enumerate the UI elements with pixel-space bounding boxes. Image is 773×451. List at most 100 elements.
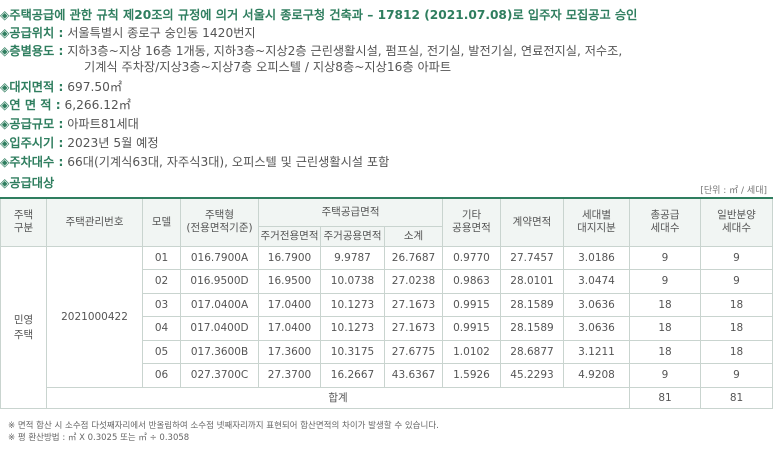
private-area-cell: 16.7900 bbox=[258, 245, 321, 270]
info-move-in: ◈입주시기 : 2023년 5월 예정 bbox=[0, 134, 159, 152]
general-units-sum: 81 bbox=[700, 386, 773, 409]
model-cell: 02 bbox=[142, 269, 181, 294]
other-common-area-cell: 0.9770 bbox=[442, 245, 501, 270]
common-area-cell: 10.3175 bbox=[320, 339, 385, 364]
diamond-bullet-icon: ◈ bbox=[0, 136, 10, 150]
header-supply-area: 주택공급면적 bbox=[258, 197, 443, 227]
info-supply-scale: ◈공급규모 : 아파트81세대 bbox=[0, 115, 139, 133]
housing-type-cell: 016.7900A bbox=[180, 245, 259, 270]
general-units-cell: 9 bbox=[700, 245, 773, 270]
total-units-cell: 9 bbox=[629, 245, 701, 270]
diamond-bullet-icon: ◈ bbox=[0, 155, 10, 169]
subtotal-cell: 27.1673 bbox=[384, 316, 443, 341]
other-common-area-cell: 1.0102 bbox=[442, 339, 501, 364]
land-share-cell: 3.0636 bbox=[563, 316, 630, 341]
info-location: ◈공급위치 : 서울특별시 종로구 숭인동 1420번지 bbox=[0, 24, 256, 42]
supply-table: 주택 구분 주택관리번호 모델 주택형 (전용면적기준) 주택공급면적 기타 공… bbox=[0, 197, 773, 409]
model-cell: 01 bbox=[142, 245, 181, 270]
info-usage: ◈층별용도 : 지하3층~지상 16층 1개동, 지하3층~지상2층 근린생활시… bbox=[0, 42, 622, 60]
table-row: 02 016.9500D 16.9500 10.0738 27.0238 0.9863 28… bbox=[1, 269, 773, 294]
private-area-cell: 16.9500 bbox=[258, 269, 321, 294]
total-row: 합계 81 81 bbox=[1, 386, 773, 409]
header-private-area: 주거전용면적 bbox=[258, 225, 321, 247]
total-units-cell: 18 bbox=[629, 316, 701, 341]
land-share-cell: 3.0474 bbox=[563, 269, 630, 294]
common-area-cell: 10.1273 bbox=[320, 316, 385, 341]
total-label: 합계 bbox=[46, 386, 630, 409]
info-label: 연 면 적 : bbox=[9, 98, 61, 112]
model-cell: 04 bbox=[142, 316, 181, 341]
diamond-bullet-icon: ◈ bbox=[0, 80, 10, 94]
contract-area-cell: 27.7457 bbox=[500, 245, 564, 270]
header-general-units: 일반분양 세대수 bbox=[700, 197, 773, 247]
total-units-cell: 9 bbox=[629, 269, 701, 294]
private-area-cell: 17.0400 bbox=[258, 292, 321, 317]
info-label: 층별용도 : bbox=[9, 44, 64, 58]
general-units-cell: 18 bbox=[700, 316, 773, 341]
header-management-number: 주택관리번호 bbox=[46, 197, 143, 247]
land-share-cell: 3.0636 bbox=[563, 292, 630, 317]
table-row: 03 017.0400A 17.0400 10.1273 27.1673 0.9915 28… bbox=[1, 292, 773, 317]
table-row: 민영 주택 2021000422 01 016.7900A 16.7900 9.9787 2… bbox=[0, 245, 773, 409]
diamond-bullet-icon: ◈ bbox=[0, 176, 10, 190]
approval-header: ◈주택공급에 관한 규칙 제20조의 규정에 의거 서울시 종로구청 건축과 –… bbox=[0, 6, 637, 24]
common-area-cell: 10.1273 bbox=[320, 292, 385, 317]
header-total-units: 총공급 세대수 bbox=[629, 197, 701, 247]
info-value: 기계식 주차장/지상3층~지상7층 오피스텔 / 지상8층~지상16층 아파트 bbox=[84, 60, 452, 74]
private-area-cell: 27.3700 bbox=[258, 363, 321, 388]
info-value: 지하3층~지상 16층 1개동, 지하3층~지상2층 근린생활시설, 펌프실, … bbox=[67, 44, 623, 58]
unit-note: [단위 : ㎡ / 세대] bbox=[700, 186, 767, 196]
housing-type-cell: 027.3700C bbox=[180, 363, 259, 388]
subtotal-cell: 27.1673 bbox=[384, 292, 443, 317]
info-value: 66대(기계식63대, 자주식3대), 오피스텔 및 근린생활시설 포함 bbox=[67, 155, 390, 169]
header-housing-category: 주택 구분 bbox=[0, 197, 47, 247]
info-label: 주차대수 : bbox=[9, 155, 64, 169]
approval-header-text: 주택공급에 관한 규칙 제20조의 규정에 의거 서울시 종로구청 건축과 – … bbox=[9, 8, 638, 22]
footnote: ※ 면적 합산 시 소수점 다섯째자리에서 반올림하여 소수점 넷째자리까지 표… bbox=[8, 421, 439, 431]
contract-area-cell: 28.1589 bbox=[500, 292, 564, 317]
general-units-cell: 9 bbox=[700, 363, 773, 388]
diamond-bullet-icon: ◈ bbox=[0, 8, 10, 22]
supply-target-title: ◈공급대상 bbox=[0, 174, 54, 192]
housing-type-cell: 017.0400A bbox=[180, 292, 259, 317]
total-units-sum: 81 bbox=[629, 386, 701, 409]
info-label: 공급규모 : bbox=[9, 117, 64, 131]
model-cell: 03 bbox=[142, 292, 181, 317]
info-usage-continued: 기계식 주차장/지상3층~지상7층 오피스텔 / 지상8층~지상16층 아파트 bbox=[84, 58, 451, 76]
total-units-cell: 18 bbox=[629, 292, 701, 317]
section-title: 공급대상 bbox=[9, 176, 55, 190]
table-row: 06 027.3700C 27.3700 16.2667 43.6367 1.5926 45… bbox=[1, 363, 773, 388]
table-row: 05 017.3600B 17.3600 10.3175 27.6775 1.0102 28… bbox=[1, 339, 773, 364]
info-floor-area: ◈연 면 적 : 6,266.12㎡ bbox=[0, 96, 131, 114]
land-share-cell: 3.0186 bbox=[563, 245, 630, 270]
private-area-cell: 17.3600 bbox=[258, 339, 321, 364]
total-units-cell: 9 bbox=[629, 363, 701, 388]
info-label: 공급위치 : bbox=[9, 26, 64, 40]
land-share-cell: 4.9208 bbox=[563, 363, 630, 388]
common-area-cell: 10.0738 bbox=[320, 269, 385, 294]
info-value: 697.50㎡ bbox=[67, 80, 123, 94]
info-value: 2023년 5월 예정 bbox=[67, 136, 159, 150]
info-site-area: ◈대지면적 : 697.50㎡ bbox=[0, 78, 122, 96]
other-common-area-cell: 0.9915 bbox=[442, 292, 501, 317]
housing-category-cell: 민영 주택 bbox=[0, 245, 47, 409]
diamond-bullet-icon: ◈ bbox=[0, 26, 10, 40]
contract-area-cell: 28.6877 bbox=[500, 339, 564, 364]
general-units-cell: 18 bbox=[700, 292, 773, 317]
housing-type-cell: 017.0400D bbox=[180, 316, 259, 341]
other-common-area-cell: 1.5926 bbox=[442, 363, 501, 388]
info-value: 서울특별시 종로구 숭인동 1420번지 bbox=[67, 26, 256, 40]
management-number-cell: 2021000422 bbox=[46, 245, 143, 388]
total-units-cell: 18 bbox=[629, 339, 701, 364]
contract-area-cell: 28.0101 bbox=[500, 269, 564, 294]
subtotal-cell: 43.6367 bbox=[384, 363, 443, 388]
other-common-area-cell: 0.9863 bbox=[442, 269, 501, 294]
other-common-area-cell: 0.9915 bbox=[442, 316, 501, 341]
subtotal-cell: 27.0238 bbox=[384, 269, 443, 294]
footnotes: ※ 면적 합산 시 소수점 다섯째자리에서 반올림하여 소수점 넷째자리까지 표… bbox=[8, 420, 439, 444]
housing-type-cell: 016.9500D bbox=[180, 269, 259, 294]
header-contract-area: 계약면적 bbox=[500, 197, 564, 247]
subtotal-cell: 27.6775 bbox=[384, 339, 443, 364]
contract-area-cell: 28.1589 bbox=[500, 316, 564, 341]
model-cell: 05 bbox=[142, 339, 181, 364]
